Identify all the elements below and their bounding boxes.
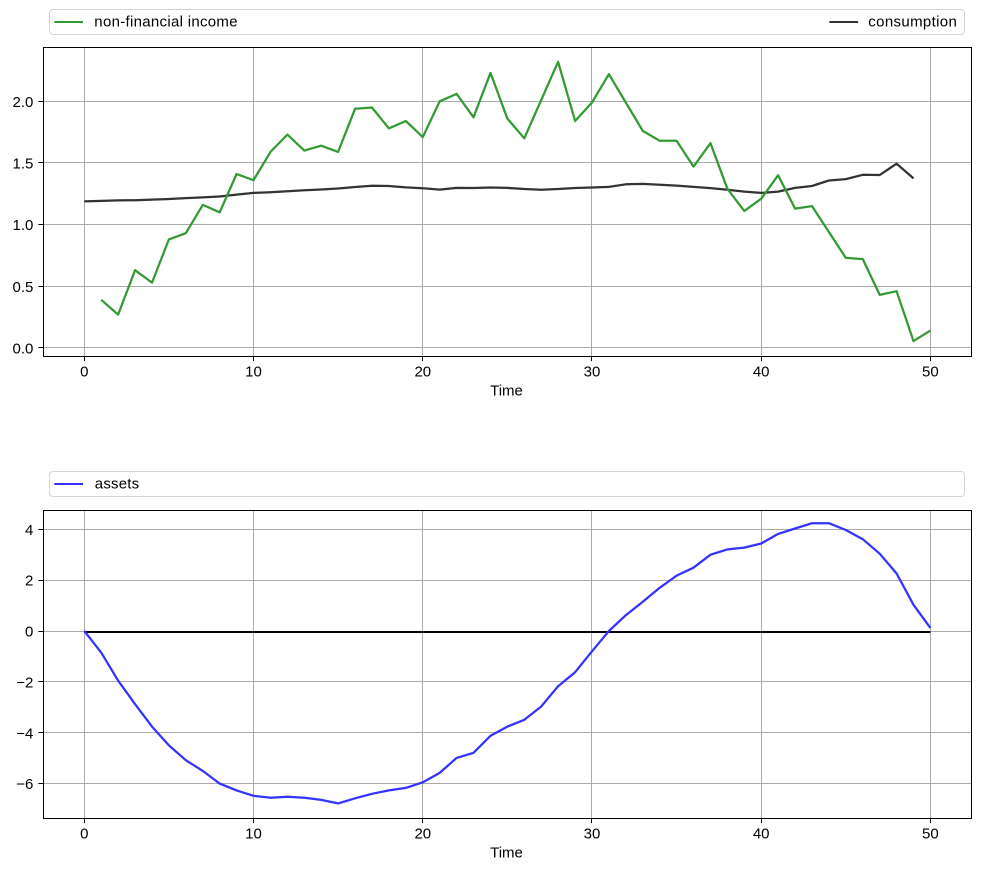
svg-text:1.5: 1.5 [13,156,34,173]
svg-text:0: 0 [80,826,88,843]
svg-text:0: 0 [80,364,88,381]
svg-text:Time: Time [490,383,523,400]
svg-text:30: 30 [584,364,601,381]
svg-text:10: 10 [245,364,262,381]
svg-text:40: 40 [753,364,770,381]
svg-text:−2: −2 [16,675,33,692]
svg-text:10: 10 [245,826,262,843]
svg-text:0.0: 0.0 [13,341,34,358]
svg-text:0.5: 0.5 [13,279,34,296]
svg-text:consumption: consumption [868,13,957,30]
svg-text:2: 2 [25,573,33,590]
svg-text:non-financial income: non-financial income [94,13,238,30]
svg-text:assets: assets [95,475,140,492]
svg-text:20: 20 [414,364,431,381]
svg-text:40: 40 [753,826,770,843]
svg-text:20: 20 [414,826,431,843]
svg-text:−4: −4 [16,725,33,742]
svg-text:Time: Time [490,845,523,862]
svg-text:4: 4 [25,522,33,539]
svg-text:30: 30 [584,826,601,843]
svg-text:2.0: 2.0 [13,94,34,111]
svg-text:50: 50 [922,364,939,381]
svg-text:50: 50 [922,826,939,843]
svg-text:−6: −6 [16,776,33,793]
svg-text:1.0: 1.0 [13,217,34,234]
svg-text:0: 0 [25,624,33,641]
